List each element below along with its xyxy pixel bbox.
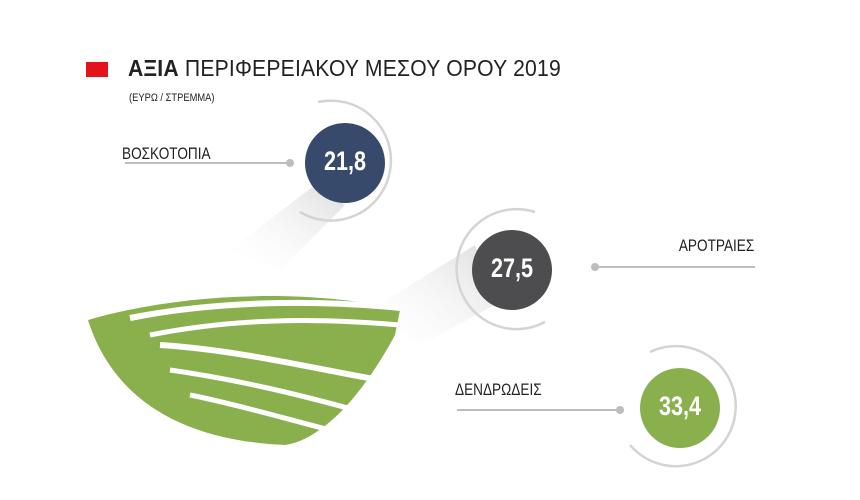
title-bold: ΑΞΙΑ <box>128 55 179 81</box>
value-arotraies: 27,5 <box>490 253 534 283</box>
value-boskotopia: 21,8 <box>323 146 367 176</box>
title-marker <box>86 62 108 77</box>
title-rest: ΠΕΡΙΦΕΡΕΙΑΚΟΥ ΜΕΣΟΥ ΟΡΟΥ 2019 <box>184 55 561 81</box>
connector-dot-boskotopia <box>286 159 294 167</box>
leaf-icon <box>88 296 401 445</box>
unit-subtitle: (ΕΥΡΩ / ΣΤΡΕΜΜΑ) <box>129 92 215 104</box>
value-circle-arotraies <box>472 230 552 310</box>
ring-arc-dendrodeis <box>629 344 738 468</box>
label-dendrodeis: ΔΕΝΔΡΩΔΕΙΣ <box>455 380 542 399</box>
ring-arc-arotraies <box>455 207 546 331</box>
page-title: ΑΞΙΑ ΠΕΡΙΦΕΡΕΙΑΚΟΥ ΜΕΣΟΥ ΟΡΟΥ 2019 <box>128 55 561 82</box>
shadow-2 <box>370 245 495 345</box>
label-arotraies: ΑΡΟΤΡΑΙΕΣ <box>678 236 754 255</box>
value-dendrodeis: 33,4 <box>658 391 702 421</box>
connector-dot-arotraies <box>591 263 599 271</box>
ring-arc-boskotopia <box>299 99 393 222</box>
label-boskotopia: ΒΟΣΚΟΤΟΠΙΑ <box>122 144 211 163</box>
value-circle-boskotopia <box>305 123 385 203</box>
shadow-1 <box>230 185 345 270</box>
value-circle-dendrodeis <box>640 368 720 448</box>
connector-dot-dendrodeis <box>616 406 624 414</box>
